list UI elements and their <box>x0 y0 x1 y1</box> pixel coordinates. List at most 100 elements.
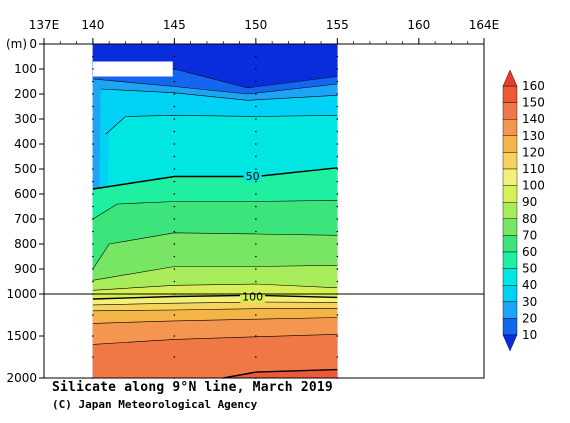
x-tick-label: 164E <box>469 18 500 32</box>
colorbar-label: 130 <box>522 129 545 143</box>
contour-110 <box>92 301 338 306</box>
station-dot <box>336 243 339 245</box>
station-dot <box>255 68 257 70</box>
station-dot <box>92 268 94 270</box>
station-dot <box>173 55 176 58</box>
masked-region <box>92 61 173 77</box>
colorbar-box <box>502 268 518 286</box>
station-dot <box>255 230 257 233</box>
colorbar-label: 40 <box>522 278 537 292</box>
station-dot <box>173 105 176 108</box>
station-dot <box>255 218 257 220</box>
colorbar-box <box>502 185 518 203</box>
station-dot <box>173 230 176 233</box>
station-dot <box>92 356 94 358</box>
station-dot <box>336 230 339 233</box>
station-dot <box>173 93 176 95</box>
station-dot <box>255 93 257 95</box>
contour-80 <box>92 265 338 281</box>
colorbar-label: 70 <box>522 228 537 242</box>
station-dot <box>173 205 176 208</box>
x-tick-label: 140 <box>81 18 104 32</box>
station-dot <box>92 205 94 208</box>
station-dot <box>336 180 339 183</box>
station-dot <box>336 335 339 337</box>
station-dot <box>92 105 94 108</box>
contour-label-100: 100 <box>242 291 263 304</box>
colorbar-box <box>502 152 518 170</box>
station-dot <box>173 68 176 70</box>
station-dot <box>173 243 176 245</box>
y-tick-label: 400 <box>14 137 37 151</box>
station-dot <box>336 255 339 258</box>
x-tick-label: 145 <box>163 18 186 32</box>
station-dot <box>336 168 339 170</box>
colorbar-box <box>502 251 518 269</box>
station-dot <box>255 268 257 270</box>
y-tick-label: 1000 <box>6 287 37 301</box>
colorbar-label: 150 <box>522 96 545 110</box>
contour-20 <box>92 78 338 95</box>
y-tick-label: 700 <box>14 212 37 226</box>
station-dot <box>336 314 339 316</box>
colorbar-box <box>502 102 518 120</box>
station-dot <box>92 155 94 158</box>
station-dot <box>173 155 176 158</box>
station-dot <box>336 118 339 120</box>
station-dot <box>92 230 94 233</box>
x-tick-label: 155 <box>326 18 349 32</box>
station-dot <box>255 143 257 145</box>
station-dot <box>336 356 339 358</box>
station-dot <box>92 243 94 245</box>
station-dot <box>92 143 94 145</box>
station-dot <box>255 55 257 58</box>
station-dot <box>255 335 257 337</box>
station-dot <box>255 168 257 170</box>
station-dot <box>336 143 339 145</box>
colorbar-box <box>502 168 518 186</box>
station-dot <box>92 280 94 283</box>
colorbar-label: 90 <box>522 195 537 209</box>
colorbar-label: 140 <box>522 112 545 126</box>
station-dot <box>92 335 94 337</box>
chart-title: Silicate along 9°N line, March 2019 <box>52 380 333 395</box>
station-dot <box>336 205 339 208</box>
contour-130 <box>92 317 338 324</box>
y-tick-label: 900 <box>14 262 37 276</box>
station-dot <box>173 218 176 220</box>
station-dot <box>92 130 94 133</box>
station-dot <box>336 80 339 83</box>
station-dot <box>255 280 257 283</box>
colorbar-box <box>502 201 518 219</box>
y-tick-label: 100 <box>14 62 37 76</box>
y-tick-label: 1500 <box>6 329 37 343</box>
station-dot <box>255 105 257 108</box>
contour-30 <box>100 88 338 101</box>
station-dot <box>336 280 339 283</box>
station-dot <box>173 80 176 83</box>
y-tick-label: 300 <box>14 112 37 126</box>
colorbar-box <box>502 235 518 253</box>
contour-150 <box>223 368 338 379</box>
station-dot <box>173 168 176 170</box>
station-dot <box>255 80 257 83</box>
station-dot <box>92 218 94 220</box>
x-tick-label: 160 <box>407 18 430 32</box>
station-dot <box>173 143 176 145</box>
colorbar-bottom-arrow <box>502 334 518 352</box>
y-tick-label: 800 <box>14 237 37 251</box>
station-dot <box>92 93 94 95</box>
station-dot <box>255 193 257 195</box>
colorbar-top-arrow <box>502 69 518 87</box>
station-dot <box>255 314 257 316</box>
colorbar-label: 160 <box>522 79 545 93</box>
colorbar-box <box>502 135 518 153</box>
colorbar-label: 20 <box>522 311 537 325</box>
station-dot <box>336 155 339 158</box>
colorbar-box <box>502 301 518 319</box>
contour-label-50: 50 <box>246 170 260 183</box>
station-dot <box>92 55 94 58</box>
station-dot <box>173 180 176 183</box>
station-dot <box>336 268 339 270</box>
